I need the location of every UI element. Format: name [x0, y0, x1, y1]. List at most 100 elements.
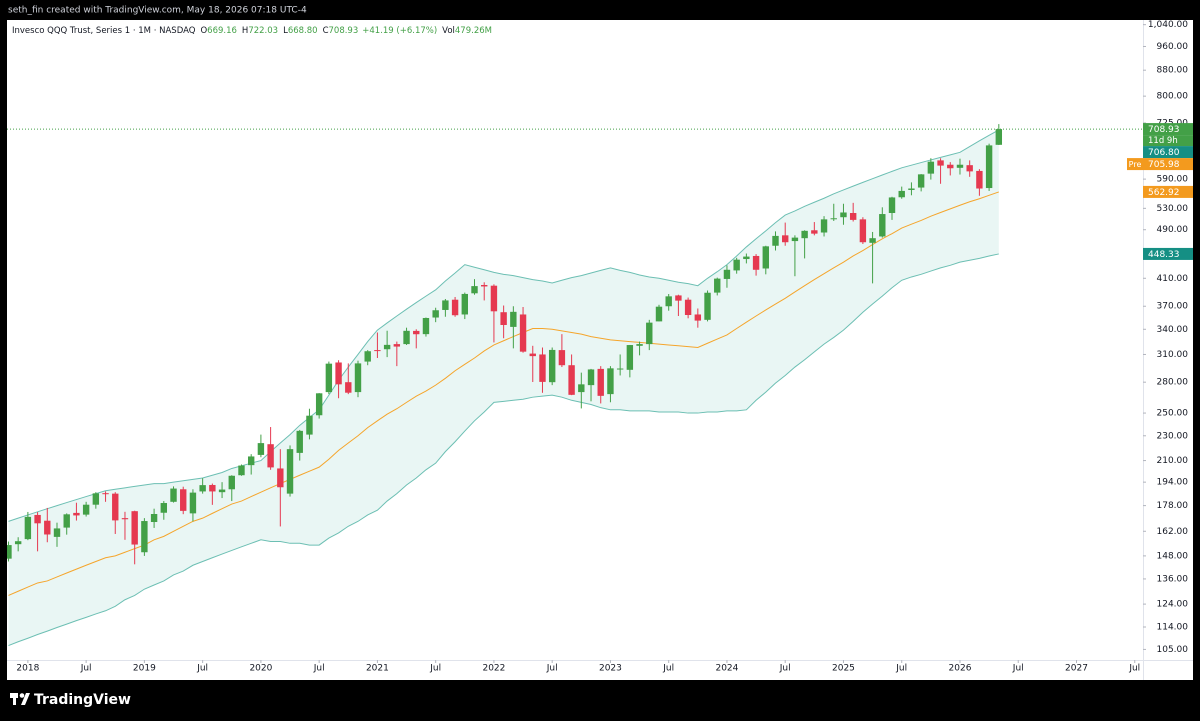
- axes: 105.00 114.00 124.00 136.00 148.00 162.00 178.…: [16, 20, 1193, 674]
- price-label-box: [1143, 123, 1193, 136]
- candle-body: [743, 256, 750, 260]
- price-label-box: [1143, 146, 1193, 159]
- candle-body: [325, 363, 333, 393]
- candle-body: [898, 190, 905, 198]
- candle-body: [131, 511, 138, 545]
- legend-title: Invesco QQQ Trust, Series 1 · 1M · NASDA…: [12, 26, 196, 36]
- candle-body: [413, 330, 420, 335]
- candle-body: [956, 164, 964, 168]
- x-tick-label: 2021: [366, 664, 389, 674]
- quote-value: 722.03: [248, 26, 278, 36]
- candle-body: [849, 213, 857, 220]
- candle-body: [646, 322, 653, 345]
- candle-body: [374, 350, 381, 352]
- candle-body: [937, 160, 944, 166]
- candle-body: [995, 129, 1003, 145]
- candle-body: [247, 456, 255, 466]
- candle-body: [762, 246, 769, 269]
- series-legend: Invesco QQQ Trust, Series 1 · 1M · NASDA…: [12, 26, 492, 36]
- candle-body: [189, 492, 197, 514]
- candle-body: [801, 230, 808, 239]
- candle-body: [947, 164, 954, 169]
- candle-body: [209, 484, 216, 492]
- brand-name: TradingView: [34, 692, 131, 708]
- candle-body: [44, 520, 51, 535]
- x-tick-label: Jul: [779, 664, 791, 674]
- candle-body: [840, 212, 847, 218]
- candle-body: [461, 293, 468, 315]
- candle-body: [820, 219, 828, 233]
- price-label-box: [1143, 185, 1193, 198]
- candle-body: [888, 197, 896, 214]
- countdown: 11d 9h: [1148, 136, 1178, 146]
- candle-body: [830, 218, 837, 220]
- x-tick-label: 2026: [949, 664, 972, 674]
- y-tick-label: 105.00: [1157, 645, 1189, 655]
- candle-body: [53, 528, 61, 537]
- y-tick-label: 960.00: [1157, 42, 1189, 52]
- countdown-box: [1143, 135, 1193, 147]
- candle-body: [141, 521, 148, 553]
- y-tick-label: 280.00: [1157, 378, 1189, 388]
- x-tick-label: Jul: [80, 664, 92, 674]
- x-tick-label: Jul: [662, 664, 674, 674]
- candle-body: [636, 344, 643, 346]
- candle-body: [791, 237, 799, 242]
- x-tick-label: 2020: [249, 664, 272, 674]
- x-tick-label: Jul: [1012, 664, 1024, 674]
- candle-body: [976, 170, 983, 189]
- candle-body: [14, 541, 22, 545]
- quote-change: +41.19 (+6.17%): [362, 26, 437, 36]
- candle-body: [422, 317, 430, 335]
- candle-body: [723, 269, 731, 279]
- candle-body: [345, 382, 352, 393]
- y-tick-label: 250.00: [1157, 409, 1189, 419]
- candle-body: [150, 514, 158, 523]
- x-tick-label: 2018: [16, 664, 39, 674]
- candle-body: [733, 259, 740, 271]
- price-label: 448.33: [1148, 250, 1180, 260]
- y-tick-label: 210.00: [1157, 456, 1189, 466]
- candle-body: [238, 465, 245, 476]
- y-tick-label: 490.00: [1157, 225, 1189, 235]
- candle-body: [597, 368, 604, 396]
- quote-key: H: [242, 26, 248, 36]
- candle-body: [772, 235, 779, 246]
- candle-body: [490, 285, 498, 312]
- candle-body: [102, 493, 109, 495]
- price-tag: Pre: [1129, 160, 1142, 169]
- candle-body: [170, 488, 177, 502]
- quote-key: L: [283, 26, 288, 36]
- y-tick-label: 136.00: [1157, 574, 1189, 584]
- y-tick-label: 230.00: [1157, 431, 1189, 441]
- candle-body: [34, 514, 41, 524]
- tag-box: [1127, 158, 1143, 171]
- y-tick-label: 124.00: [1157, 600, 1189, 610]
- band-line: [8, 191, 999, 596]
- x-tick-label: Jul: [1128, 664, 1140, 674]
- candle-body: [82, 504, 90, 515]
- candle-body: [675, 295, 682, 301]
- candle-body: [985, 145, 993, 189]
- quote-key: C: [323, 26, 329, 36]
- candle-body: [616, 368, 624, 370]
- candle-body: [383, 344, 391, 350]
- x-tick-label: 2023: [599, 664, 622, 674]
- candle-body: [558, 350, 566, 366]
- y-tick-label: 162.00: [1157, 527, 1189, 537]
- candle-body: [286, 449, 294, 494]
- credit: seth_fin created with TradingView.com, M…: [8, 6, 307, 16]
- candle-body: [199, 485, 206, 492]
- candle-body: [228, 475, 235, 490]
- quote-value: 668.80: [288, 26, 318, 36]
- candle-body: [403, 330, 410, 345]
- candle-body: [160, 503, 168, 513]
- candle-body: [578, 384, 585, 393]
- plot-area: [7, 124, 1143, 647]
- candle-body: [296, 430, 303, 453]
- price-label: 562.92: [1148, 188, 1180, 198]
- candle-body: [519, 314, 527, 352]
- x-tick-label: Jul: [313, 664, 325, 674]
- candle-body: [7, 545, 12, 559]
- candle-body: [451, 299, 459, 316]
